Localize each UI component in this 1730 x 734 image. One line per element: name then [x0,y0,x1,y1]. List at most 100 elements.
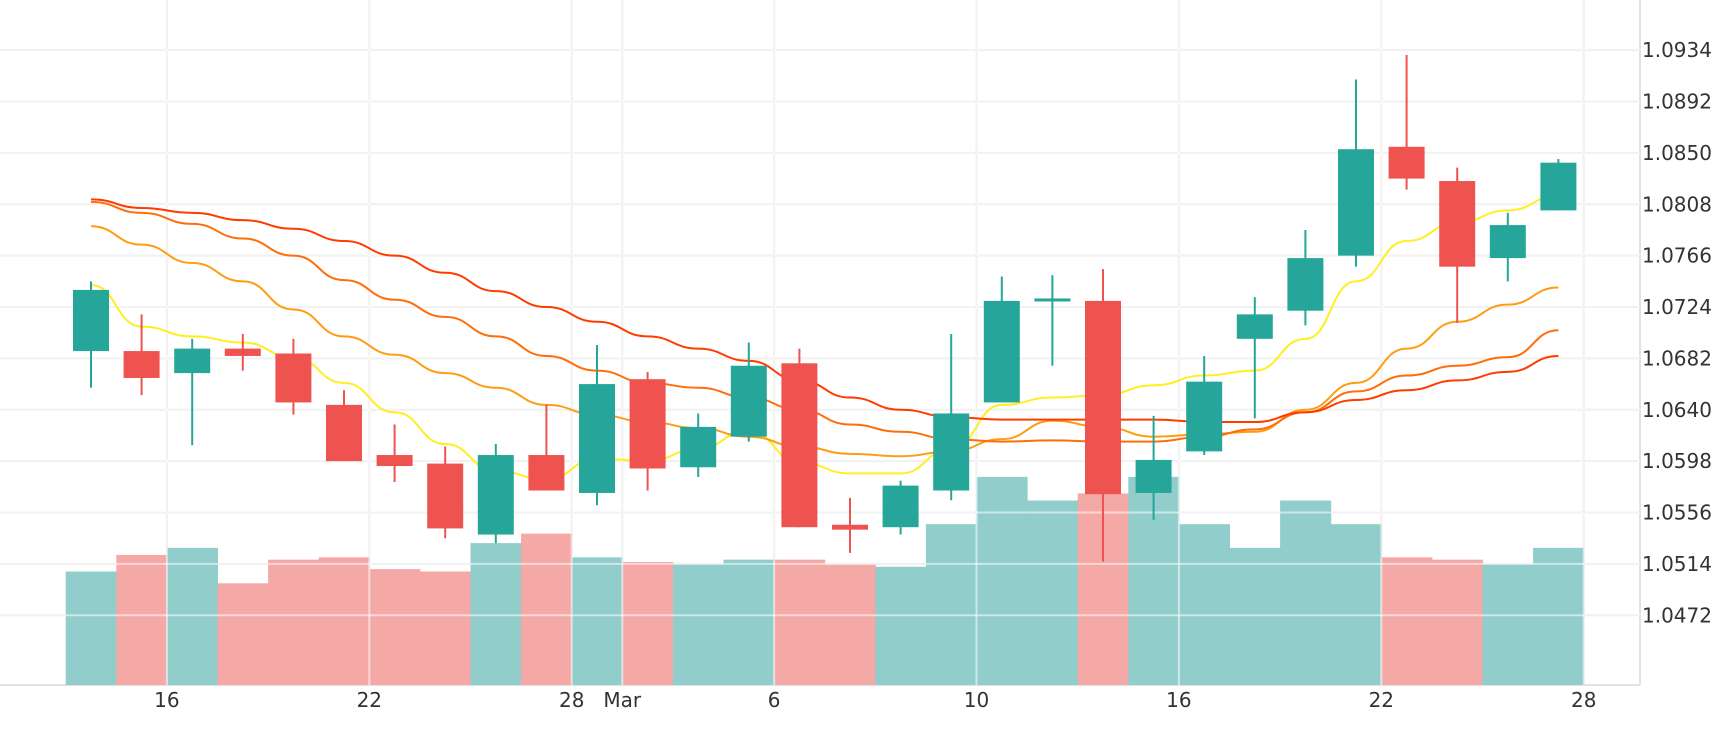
y-tick-label: 1.0556 [1642,501,1712,525]
candle [1489,212,1526,282]
candle-body [1439,181,1476,267]
date-axis: 16 22 28 Mar 6 10 16 22 28 [154,688,1596,712]
volume-bar [116,554,168,685]
volume-bar [723,559,775,685]
candle [1287,229,1324,326]
volume-bar [521,533,573,685]
candle [933,333,970,501]
candle-body [275,353,312,403]
ma-line [90,194,1559,481]
volume-bar [1482,564,1534,685]
candle-body [477,455,514,535]
candle [123,314,160,396]
volume-bar [1381,557,1433,685]
x-tick-label: 28 [559,688,584,712]
x-tick-label: 16 [154,688,179,712]
candle-body [680,426,717,468]
candle-body [781,363,818,528]
candle [1338,79,1374,267]
volume-bar [672,564,724,685]
volume-bar [824,564,876,685]
volume-bar [1229,547,1281,685]
volume-bar [875,566,927,685]
candle [983,276,1020,403]
candle [1540,159,1577,211]
candle [882,480,919,535]
candle-body [1338,149,1374,256]
candle [1135,415,1172,520]
x-tick-label: Mar [603,688,642,712]
grid-lines-overlay [0,0,1640,685]
candle [1439,167,1476,323]
candle [1236,297,1273,419]
candle-body [1287,258,1324,311]
x-tick-label: 22 [1369,688,1394,712]
y-tick-label: 1.0892 [1642,90,1712,114]
candle-body [629,379,666,469]
candle-body [528,455,565,491]
y-tick-label: 1.0724 [1642,295,1712,319]
candle [629,371,666,491]
candle-body [123,351,160,378]
candle [477,444,514,544]
price-axis: 1.0934 1.0892 1.0850 1.0808 1.0766 1.0724 1.06… [1642,38,1712,627]
candle [579,344,615,506]
volume-bar [1330,524,1382,685]
y-tick-label: 1.0598 [1642,449,1712,473]
volume-bar [1027,500,1079,685]
volume-bar [774,559,826,685]
candle-body [1135,459,1172,493]
candle [1034,275,1071,366]
candle [224,333,261,371]
y-tick-label: 1.0682 [1642,346,1712,370]
volume-bar [65,571,117,685]
y-tick-label: 1.0766 [1642,244,1712,268]
candle [427,446,464,539]
candle-body [1540,162,1577,211]
x-tick-label: 28 [1571,688,1596,712]
candle-body [73,289,109,352]
candle-body [326,404,362,462]
volume-bar [622,562,674,685]
x-tick-label: 22 [357,688,382,712]
volume-bar [976,476,1028,685]
volume-bars [65,476,1585,685]
volume-bar [369,569,421,685]
y-tick-label: 1.0640 [1642,398,1712,422]
candle [326,390,362,462]
volume-bar [925,524,977,685]
x-tick-label: 10 [964,688,989,712]
candle-body [427,463,464,529]
candle-body [1388,146,1425,179]
candle [1186,355,1223,456]
candle [528,404,565,491]
candle-body [730,365,767,437]
candle [73,281,109,388]
candle-body [983,300,1020,403]
volume-bar [419,571,471,685]
candle-body [1186,381,1223,452]
candle-body [1085,300,1121,495]
candle [376,424,413,482]
candle-body [832,524,868,530]
y-tick-label: 1.0808 [1642,192,1712,216]
candle [275,338,312,415]
volume-bar [1280,500,1332,685]
volume-bar [268,559,320,685]
x-tick-label: 16 [1166,688,1191,712]
candle-body [224,348,261,356]
volume-bar [166,547,218,685]
volume-bar [1533,547,1585,685]
candle-body [1236,314,1273,339]
volume-bar [217,583,269,685]
ma-line [90,225,1559,458]
candle-body [174,348,211,374]
candle [781,348,818,528]
candle-body [882,485,919,528]
candle-body [376,455,413,467]
candle [680,413,717,478]
candle [1388,55,1425,190]
x-tick-label: 6 [768,688,781,712]
y-tick-label: 1.0934 [1642,38,1712,62]
volume-bar [318,557,370,685]
